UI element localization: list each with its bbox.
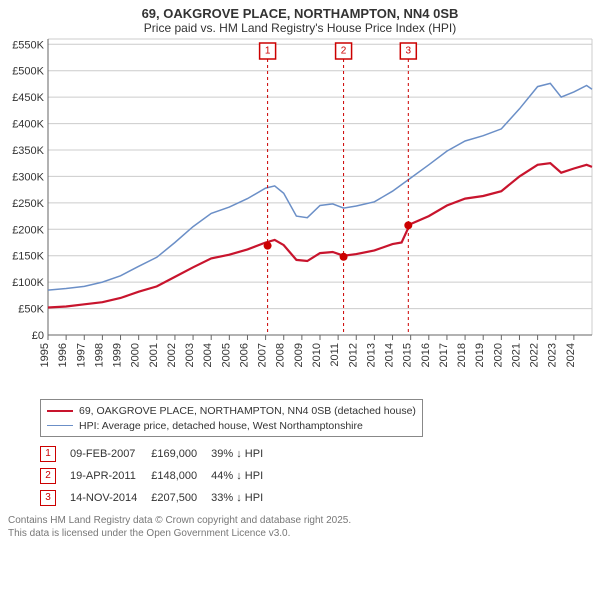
svg-text:2019: 2019	[474, 343, 486, 367]
svg-text:1999: 1999	[112, 343, 124, 367]
svg-text:2006: 2006	[238, 343, 250, 367]
event-price: £169,000	[151, 443, 211, 465]
legend-label: 69, OAKGROVE PLACE, NORTHAMPTON, NN4 0SB…	[79, 405, 416, 417]
event-marker-box: 3	[40, 490, 56, 506]
svg-text:£400K: £400K	[12, 119, 44, 131]
event-row: 3 14-NOV-2014£207,50033% ↓ HPI	[40, 487, 277, 509]
svg-text:2007: 2007	[257, 343, 269, 367]
chart-title-line1: 69, OAKGROVE PLACE, NORTHAMPTON, NN4 0SB	[0, 6, 600, 21]
svg-text:2015: 2015	[402, 343, 414, 367]
svg-text:1998: 1998	[93, 343, 105, 367]
svg-text:2014: 2014	[384, 343, 396, 367]
svg-text:2008: 2008	[275, 343, 287, 367]
event-marker-box: 2	[40, 468, 56, 484]
svg-text:2020: 2020	[492, 343, 504, 367]
svg-text:2009: 2009	[293, 343, 305, 367]
legend-label: HPI: Average price, detached house, West…	[79, 420, 363, 432]
chart-title-line2: Price paid vs. HM Land Registry's House …	[0, 21, 600, 35]
svg-text:2001: 2001	[148, 343, 160, 367]
svg-text:2005: 2005	[220, 343, 232, 367]
event-row: 2 19-APR-2011£148,00044% ↓ HPI	[40, 465, 277, 487]
figure-root: 69, OAKGROVE PLACE, NORTHAMPTON, NN4 0SB…	[0, 0, 600, 540]
svg-text:£200K: £200K	[12, 224, 44, 236]
svg-text:£150K: £150K	[12, 251, 44, 263]
event-date: 19-APR-2011	[70, 465, 151, 487]
svg-text:2004: 2004	[202, 343, 214, 367]
svg-text:2021: 2021	[510, 343, 522, 367]
svg-text:2010: 2010	[311, 343, 323, 367]
event-date: 14-NOV-2014	[70, 487, 151, 509]
svg-text:£50K: £50K	[18, 304, 44, 316]
footnote-line2: This data is licensed under the Open Gov…	[8, 528, 592, 541]
legend-item: HPI: Average price, detached house, West…	[47, 418, 416, 433]
event-date: 09-FEB-2007	[70, 443, 151, 465]
legend-swatch	[47, 425, 73, 426]
svg-text:2023: 2023	[547, 343, 559, 367]
event-price: £207,500	[151, 487, 211, 509]
chart-area: £0 £50K £100K £150K £200K £250K £300K £350K £400…	[0, 35, 600, 395]
svg-text:2024: 2024	[565, 343, 577, 367]
events-table: 1 09-FEB-2007£169,00039% ↓ HPI 2 19-APR-201…	[40, 443, 592, 509]
svg-text:2013: 2013	[365, 343, 377, 367]
svg-text:£500K: £500K	[12, 66, 44, 78]
svg-text:2011: 2011	[329, 343, 341, 367]
svg-text:2002: 2002	[166, 343, 178, 367]
legend: 69, OAKGROVE PLACE, NORTHAMPTON, NN4 0SB…	[40, 399, 423, 437]
svg-text:1996: 1996	[57, 343, 69, 367]
chart-titles: 69, OAKGROVE PLACE, NORTHAMPTON, NN4 0SB…	[0, 0, 600, 35]
event-delta: 33% ↓ HPI	[211, 487, 277, 509]
legend-item: 69, OAKGROVE PLACE, NORTHAMPTON, NN4 0SB…	[47, 403, 416, 418]
svg-text:£450K: £450K	[12, 92, 44, 104]
line-chart: £0 £50K £100K £150K £200K £250K £300K £350K £400…	[0, 35, 600, 395]
event-price: £148,000	[151, 465, 211, 487]
legend-swatch	[47, 410, 73, 412]
svg-text:1995: 1995	[39, 343, 51, 367]
footnote: Contains HM Land Registry data © Crown c…	[8, 515, 592, 540]
svg-text:£550K: £550K	[12, 39, 44, 51]
svg-text:1: 1	[265, 46, 271, 57]
svg-text:2022: 2022	[529, 343, 541, 367]
svg-text:£100K: £100K	[12, 277, 44, 289]
svg-text:2: 2	[341, 46, 347, 57]
svg-text:2000: 2000	[130, 343, 142, 367]
svg-text:£300K: £300K	[12, 171, 44, 183]
svg-text:£0: £0	[32, 330, 44, 342]
event-delta: 39% ↓ HPI	[211, 443, 277, 465]
svg-text:2017: 2017	[438, 343, 450, 367]
svg-text:1997: 1997	[75, 343, 87, 367]
event-row: 1 09-FEB-2007£169,00039% ↓ HPI	[40, 443, 277, 465]
svg-text:£350K: £350K	[12, 145, 44, 157]
series-paid	[48, 163, 592, 307]
svg-text:2003: 2003	[184, 343, 196, 367]
event-marker-box: 1	[40, 446, 56, 462]
svg-text:2018: 2018	[456, 343, 468, 367]
svg-text:2016: 2016	[420, 343, 432, 367]
event-delta: 44% ↓ HPI	[211, 465, 277, 487]
svg-text:2012: 2012	[347, 343, 359, 367]
series-hpi	[48, 83, 592, 290]
svg-text:3: 3	[406, 46, 412, 57]
svg-text:£250K: £250K	[12, 198, 44, 210]
footnote-line1: Contains HM Land Registry data © Crown c…	[8, 515, 592, 528]
